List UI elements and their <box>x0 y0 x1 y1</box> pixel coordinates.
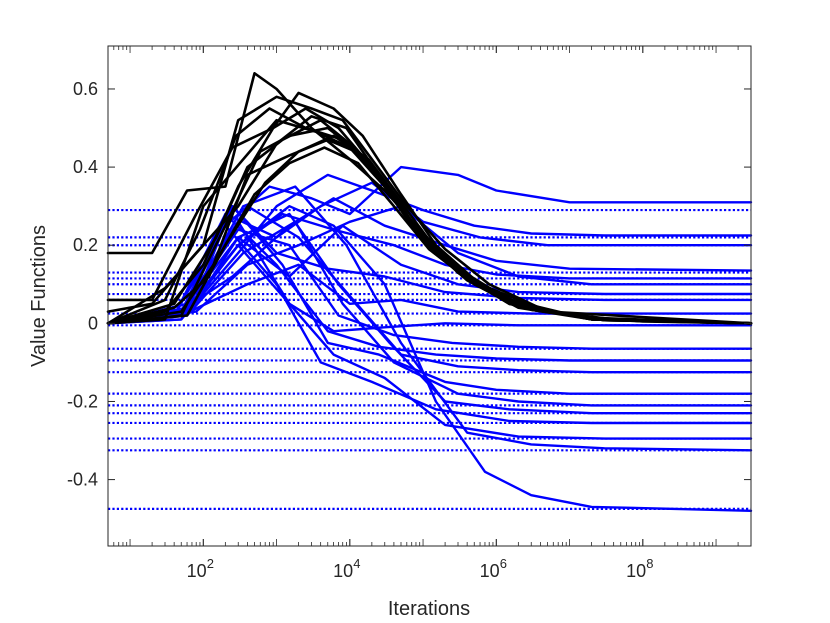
x-tick-label-1: 104 <box>333 556 360 581</box>
black-series-10 <box>106 107 753 325</box>
blue-series-8 <box>106 263 753 325</box>
y-tick-label-2: 0.2 <box>73 235 98 255</box>
blue-series-14 <box>106 220 753 407</box>
axis-ticks: 102 104 106 108 0.6 0.4 0.2 0 -0.2 -0.4 <box>67 46 752 581</box>
x-tick-label-2: 106 <box>480 556 507 581</box>
blue-series-7 <box>106 204 753 325</box>
y-tick-label-0: 0.6 <box>73 79 98 99</box>
black-series-group <box>106 72 753 325</box>
y-tick-label-3: 0 <box>88 313 98 333</box>
x-tick-label-0: 102 <box>187 556 214 581</box>
x-tick-label-3: 108 <box>626 556 653 581</box>
blue-series-5 <box>106 204 753 325</box>
blue-series-19 <box>106 204 753 512</box>
x-axis-title: Iterations <box>388 598 470 620</box>
blue-series-1 <box>106 173 753 325</box>
black-series-11 <box>106 146 753 325</box>
plot-background <box>108 46 751 546</box>
plot-frame <box>107 45 752 547</box>
y-tick-label-1: 0.4 <box>73 157 98 177</box>
y-axis-title: Value Functions <box>28 225 50 367</box>
y-tick-label-5: -0.4 <box>67 470 98 490</box>
y-tick-label-4: -0.2 <box>67 391 98 411</box>
